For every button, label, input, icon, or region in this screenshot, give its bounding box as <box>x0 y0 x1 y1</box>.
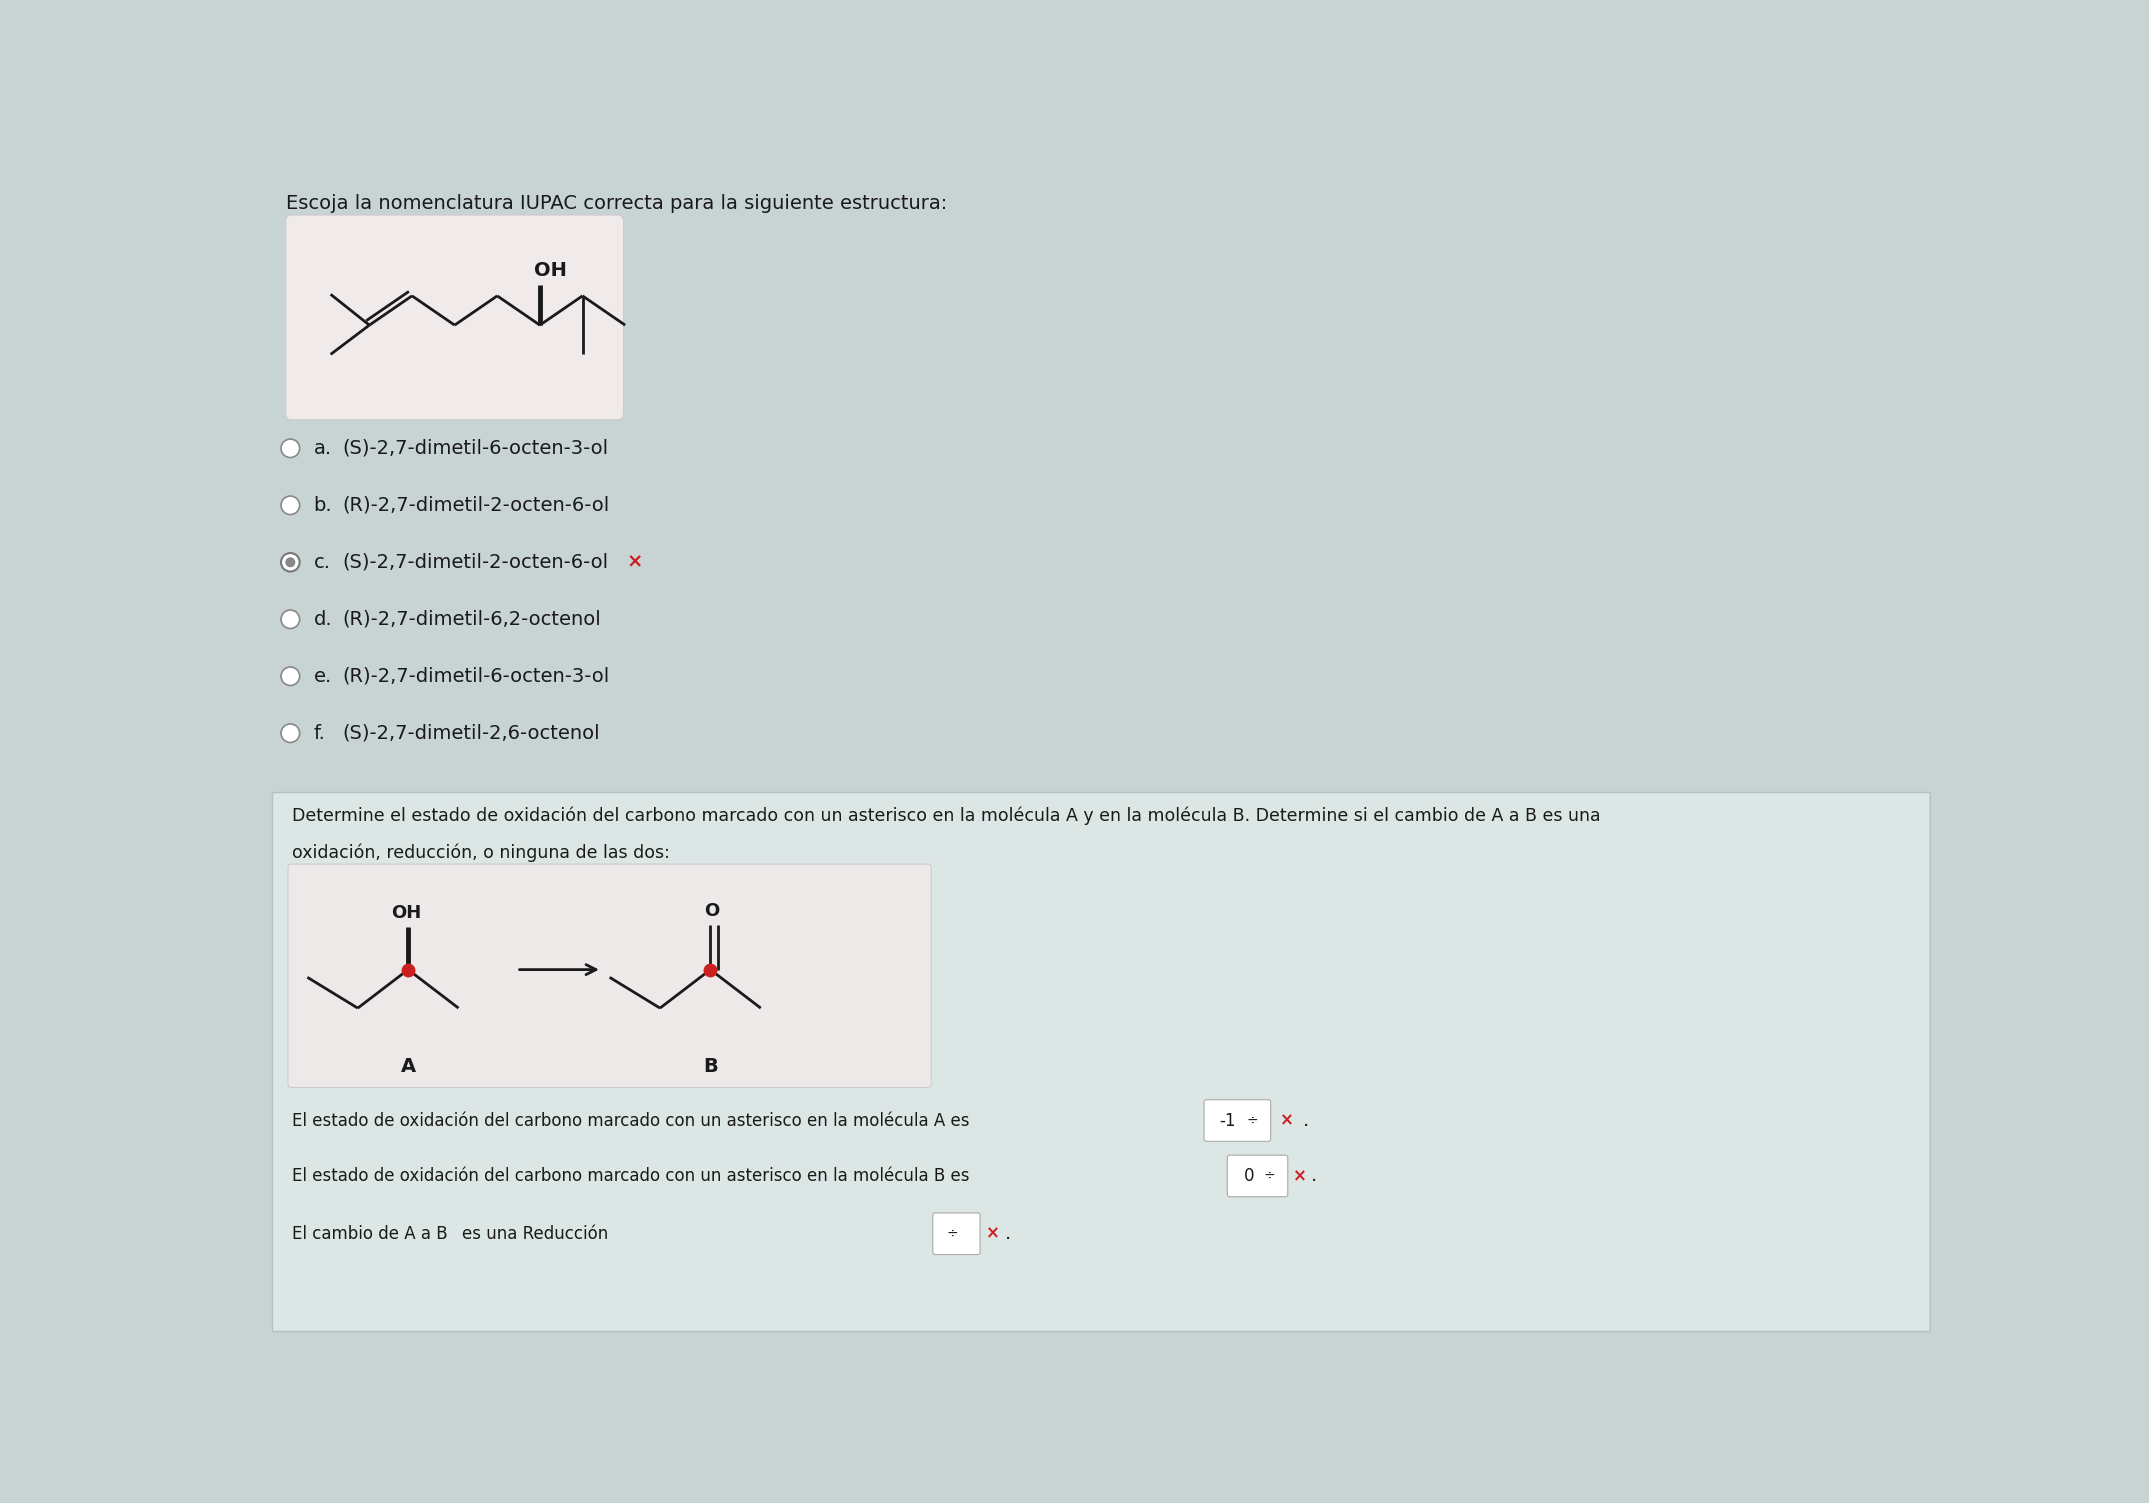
Text: Determine el estado de oxidación del carbono marcado con un asterisco en la molé: Determine el estado de oxidación del car… <box>292 807 1601 825</box>
Text: B: B <box>703 1057 718 1076</box>
Text: (S)-2,7-dimetil-6-octen-3-ol: (S)-2,7-dimetil-6-octen-3-ol <box>342 439 608 458</box>
Text: ×: × <box>986 1225 999 1243</box>
Text: a.: a. <box>314 439 331 458</box>
Text: f.: f. <box>314 724 324 742</box>
Circle shape <box>282 553 299 571</box>
Text: ÷: ÷ <box>1264 1169 1274 1183</box>
Text: (S)-2,7-dimetil-2,6-octenol: (S)-2,7-dimetil-2,6-octenol <box>342 724 600 742</box>
Text: 0: 0 <box>1244 1166 1255 1184</box>
Text: El cambio de A a B: El cambio de A a B <box>292 1225 447 1243</box>
Text: O: O <box>705 902 720 920</box>
Circle shape <box>286 558 294 567</box>
Circle shape <box>282 496 299 514</box>
Text: .: . <box>1311 1166 1317 1186</box>
Text: (R)-2,7-dimetil-6-octen-3-ol: (R)-2,7-dimetil-6-octen-3-ol <box>342 667 610 685</box>
Text: Escoja la nomenclatura IUPAC correcta para la siguiente estructura:: Escoja la nomenclatura IUPAC correcta pa… <box>286 194 948 213</box>
Circle shape <box>282 439 299 457</box>
Text: .: . <box>1302 1111 1309 1130</box>
Text: c.: c. <box>314 553 331 571</box>
Text: e.: e. <box>314 667 331 685</box>
Circle shape <box>282 724 299 742</box>
Text: d.: d. <box>314 610 333 628</box>
Circle shape <box>282 667 299 685</box>
Text: oxidación, reducción, o ninguna de las dos:: oxidación, reducción, o ninguna de las d… <box>292 843 670 861</box>
Text: A: A <box>400 1057 415 1076</box>
Text: (S)-2,7-dimetil-2-octen-6-ol: (S)-2,7-dimetil-2-octen-6-ol <box>342 553 608 571</box>
Text: ×: × <box>1281 1112 1294 1130</box>
Text: .: . <box>1006 1225 1012 1243</box>
Text: OH: OH <box>533 262 567 281</box>
FancyBboxPatch shape <box>1227 1156 1287 1196</box>
Text: (R)-2,7-dimetil-2-octen-6-ol: (R)-2,7-dimetil-2-octen-6-ol <box>342 496 610 516</box>
Text: es una Reducción: es una Reducción <box>462 1225 608 1243</box>
Text: (R)-2,7-dimetil-6,2-octenol: (R)-2,7-dimetil-6,2-octenol <box>342 610 602 628</box>
FancyBboxPatch shape <box>269 180 1934 783</box>
Text: ÷: ÷ <box>1246 1114 1259 1127</box>
Text: -1: -1 <box>1218 1112 1236 1130</box>
FancyBboxPatch shape <box>288 864 931 1087</box>
Text: El estado de oxidación del carbono marcado con un asterisco en la molécula B es: El estado de oxidación del carbono marca… <box>292 1166 969 1184</box>
Text: ÷: ÷ <box>948 1226 958 1240</box>
FancyBboxPatch shape <box>1203 1100 1270 1141</box>
FancyBboxPatch shape <box>286 215 623 419</box>
FancyBboxPatch shape <box>273 792 1930 1332</box>
Text: ×: × <box>625 553 643 571</box>
Text: OH: OH <box>391 903 421 921</box>
FancyBboxPatch shape <box>933 1213 980 1255</box>
Text: ×: × <box>1294 1166 1307 1184</box>
Text: b.: b. <box>314 496 333 516</box>
Circle shape <box>282 610 299 628</box>
Text: El estado de oxidación del carbono marcado con un asterisco en la molécula A es: El estado de oxidación del carbono marca… <box>292 1112 969 1130</box>
